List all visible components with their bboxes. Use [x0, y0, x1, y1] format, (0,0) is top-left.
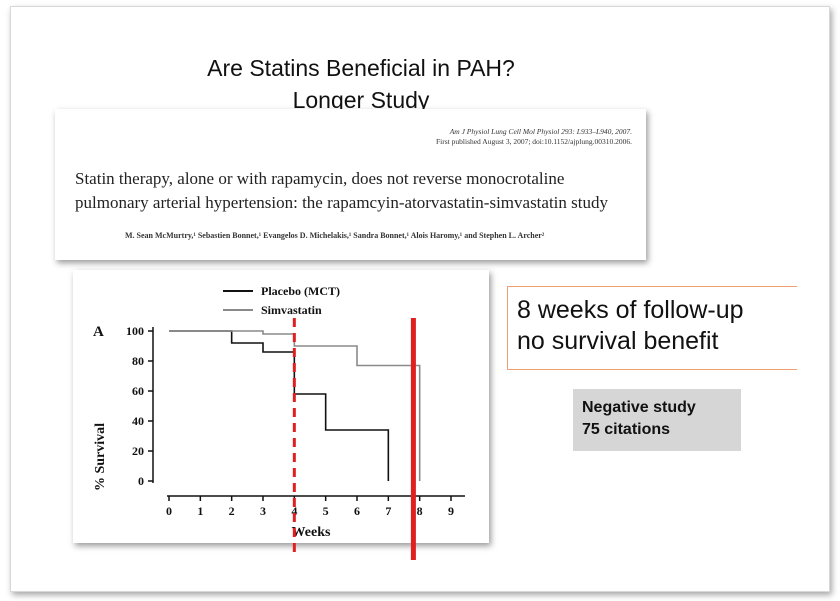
x-tick-label: 8: [417, 504, 423, 518]
negative-study-line1: Negative study: [582, 399, 696, 416]
x-tick-label: 3: [260, 504, 266, 518]
paper-authors: M. Sean McMurtry,¹ Sebastien Bonnet,¹ Ev…: [125, 231, 545, 240]
legend-label-placebo: Placebo (MCT): [261, 284, 340, 298]
negative-study-line2: 75 citations: [582, 421, 671, 438]
y-tick-label: 100: [126, 324, 144, 338]
y-tick-label: 40: [132, 414, 144, 428]
y-tick-label: 20: [132, 444, 144, 458]
x-tick-label: 7: [385, 504, 391, 518]
x-tick-label: 1: [197, 504, 203, 518]
paper-citation: Am J Physiol Lung Cell Mol Physiol 293: …: [436, 127, 632, 147]
paper-header-image: Am J Physiol Lung Cell Mol Physiol 293: …: [55, 109, 646, 260]
x-tick-label: 9: [448, 504, 454, 518]
paper-journal: Am J Physiol Lung Cell Mol Physiol 293: …: [449, 127, 632, 136]
survival-chart: A Placebo (MCT) Simvastatin 020406080100…: [93, 284, 465, 540]
chart-axes: 0 20 40 60 80 100 0 1 2 3 4 5 6 7 8 9: [126, 324, 465, 518]
y-axis-label: % Survival: [93, 423, 108, 491]
x-tick-label: 4: [291, 504, 297, 518]
negative-study-box: Negative study 75 citations: [573, 389, 741, 451]
paper-title: Statin therapy, alone or with rapamycin,…: [75, 169, 608, 212]
follow-up-callout: 8 weeks of follow-up no survival benefit: [507, 286, 797, 370]
chart-series: [169, 330, 421, 481]
paper-published: First published August 3, 2007; doi:10.1…: [436, 137, 632, 146]
x-tick-label: 5: [323, 504, 329, 518]
legend-label-simvastatin: Simvastatin: [261, 303, 322, 317]
y-tick-label: 0: [138, 474, 144, 488]
survival-figure: A Placebo (MCT) Simvastatin 0 20 40 60 80 100…: [73, 270, 489, 543]
x-tick-label: 6: [354, 504, 360, 518]
slide-title-line1: Are Statins Beneficial in PAH?: [207, 55, 515, 81]
chart-legend: Placebo (MCT) Simvastatin: [223, 284, 340, 317]
callout-line1: 8 weeks of follow-up: [517, 296, 744, 324]
x-tick-label: 0: [166, 504, 172, 518]
y-tick-label: 80: [132, 354, 144, 368]
panel-label: A: [93, 324, 104, 340]
slide-title-line2: Longer Study: [292, 87, 430, 113]
x-tick-label: 2: [229, 504, 235, 518]
x-axis-label: Weeks: [292, 525, 331, 540]
series-line-placebo-mct: [169, 330, 390, 481]
slide-title: Are Statins Beneficial in PAH? Longer St…: [161, 52, 561, 116]
y-tick-label: 60: [132, 384, 144, 398]
callout-line2: no survival benefit: [517, 327, 719, 355]
